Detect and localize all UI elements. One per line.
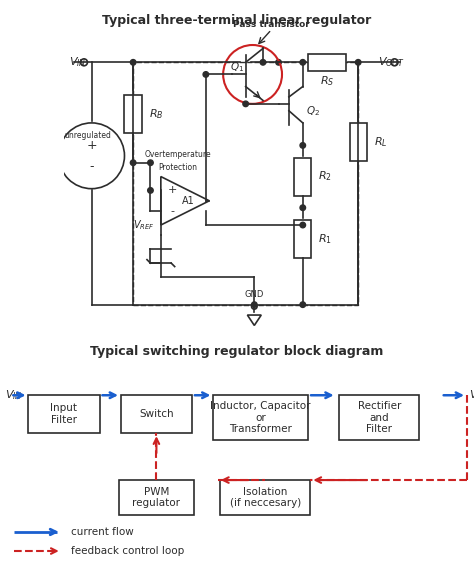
Text: $R_B$: $R_B$ xyxy=(149,107,163,121)
Text: $R_1$: $R_1$ xyxy=(319,232,332,246)
Circle shape xyxy=(252,304,257,309)
Text: feedback control loop: feedback control loop xyxy=(71,546,184,556)
Circle shape xyxy=(59,123,125,189)
Text: -: - xyxy=(89,160,94,173)
Circle shape xyxy=(148,160,153,166)
Bar xyxy=(118,480,194,515)
Text: +: + xyxy=(86,139,97,152)
Text: Typical switching regulator block diagram: Typical switching regulator block diagra… xyxy=(91,345,383,358)
Text: GND: GND xyxy=(245,290,264,299)
Text: Pass transistor: Pass transistor xyxy=(233,20,310,29)
Circle shape xyxy=(203,72,209,77)
Text: $R_L$: $R_L$ xyxy=(374,135,387,149)
Text: $Q_1$: $Q_1$ xyxy=(230,61,244,74)
Bar xyxy=(349,123,367,161)
Circle shape xyxy=(276,59,281,65)
Text: $Q_2$: $Q_2$ xyxy=(306,104,320,118)
Polygon shape xyxy=(247,315,261,325)
Text: $R_S$: $R_S$ xyxy=(320,74,334,88)
Circle shape xyxy=(252,302,257,308)
Circle shape xyxy=(300,59,306,65)
Bar xyxy=(133,62,358,305)
Text: $V_{IN}$: $V_{IN}$ xyxy=(5,388,22,402)
Text: Typical three-terminal linear regulator: Typical three-terminal linear regulator xyxy=(102,14,372,27)
Text: $V_{IN}$: $V_{IN}$ xyxy=(69,55,87,69)
Text: PWM
regulator: PWM regulator xyxy=(132,486,181,508)
Polygon shape xyxy=(161,177,210,225)
Bar xyxy=(294,220,311,258)
Circle shape xyxy=(243,101,248,107)
Text: +: + xyxy=(168,185,178,196)
Text: A1: A1 xyxy=(182,196,195,206)
Text: unregulated: unregulated xyxy=(64,130,111,140)
Text: Overtemperature: Overtemperature xyxy=(145,149,211,159)
Circle shape xyxy=(300,302,306,308)
Text: Isolation
(if neccesary): Isolation (if neccesary) xyxy=(230,486,301,508)
Text: $V_{OUT}$: $V_{OUT}$ xyxy=(469,388,474,402)
Text: -: - xyxy=(171,206,175,216)
Bar xyxy=(28,395,100,433)
Bar xyxy=(125,95,142,133)
Bar xyxy=(220,480,310,515)
Bar xyxy=(213,395,308,440)
Circle shape xyxy=(148,188,153,193)
Text: Switch: Switch xyxy=(139,409,174,419)
Circle shape xyxy=(391,59,398,66)
Text: Rectifier
and
Filter: Rectifier and Filter xyxy=(357,401,401,434)
Bar xyxy=(121,395,192,433)
Text: current flow: current flow xyxy=(71,527,134,537)
Text: $R_2$: $R_2$ xyxy=(319,170,332,183)
Circle shape xyxy=(356,59,361,65)
Text: Inductor, Capacitor
or
Transformer: Inductor, Capacitor or Transformer xyxy=(210,401,311,434)
Text: Protection: Protection xyxy=(159,163,198,173)
Bar xyxy=(308,54,346,71)
Circle shape xyxy=(130,160,136,166)
Text: $V_{REF}$: $V_{REF}$ xyxy=(133,218,155,232)
Circle shape xyxy=(300,205,306,211)
Circle shape xyxy=(300,143,306,148)
Text: $V_{OUT}$: $V_{OUT}$ xyxy=(378,55,405,69)
Circle shape xyxy=(81,59,87,66)
Text: Input
Filter: Input Filter xyxy=(51,403,77,425)
Circle shape xyxy=(300,222,306,228)
Bar xyxy=(339,395,419,440)
Bar xyxy=(294,158,311,196)
Circle shape xyxy=(260,59,266,65)
Circle shape xyxy=(130,59,136,65)
